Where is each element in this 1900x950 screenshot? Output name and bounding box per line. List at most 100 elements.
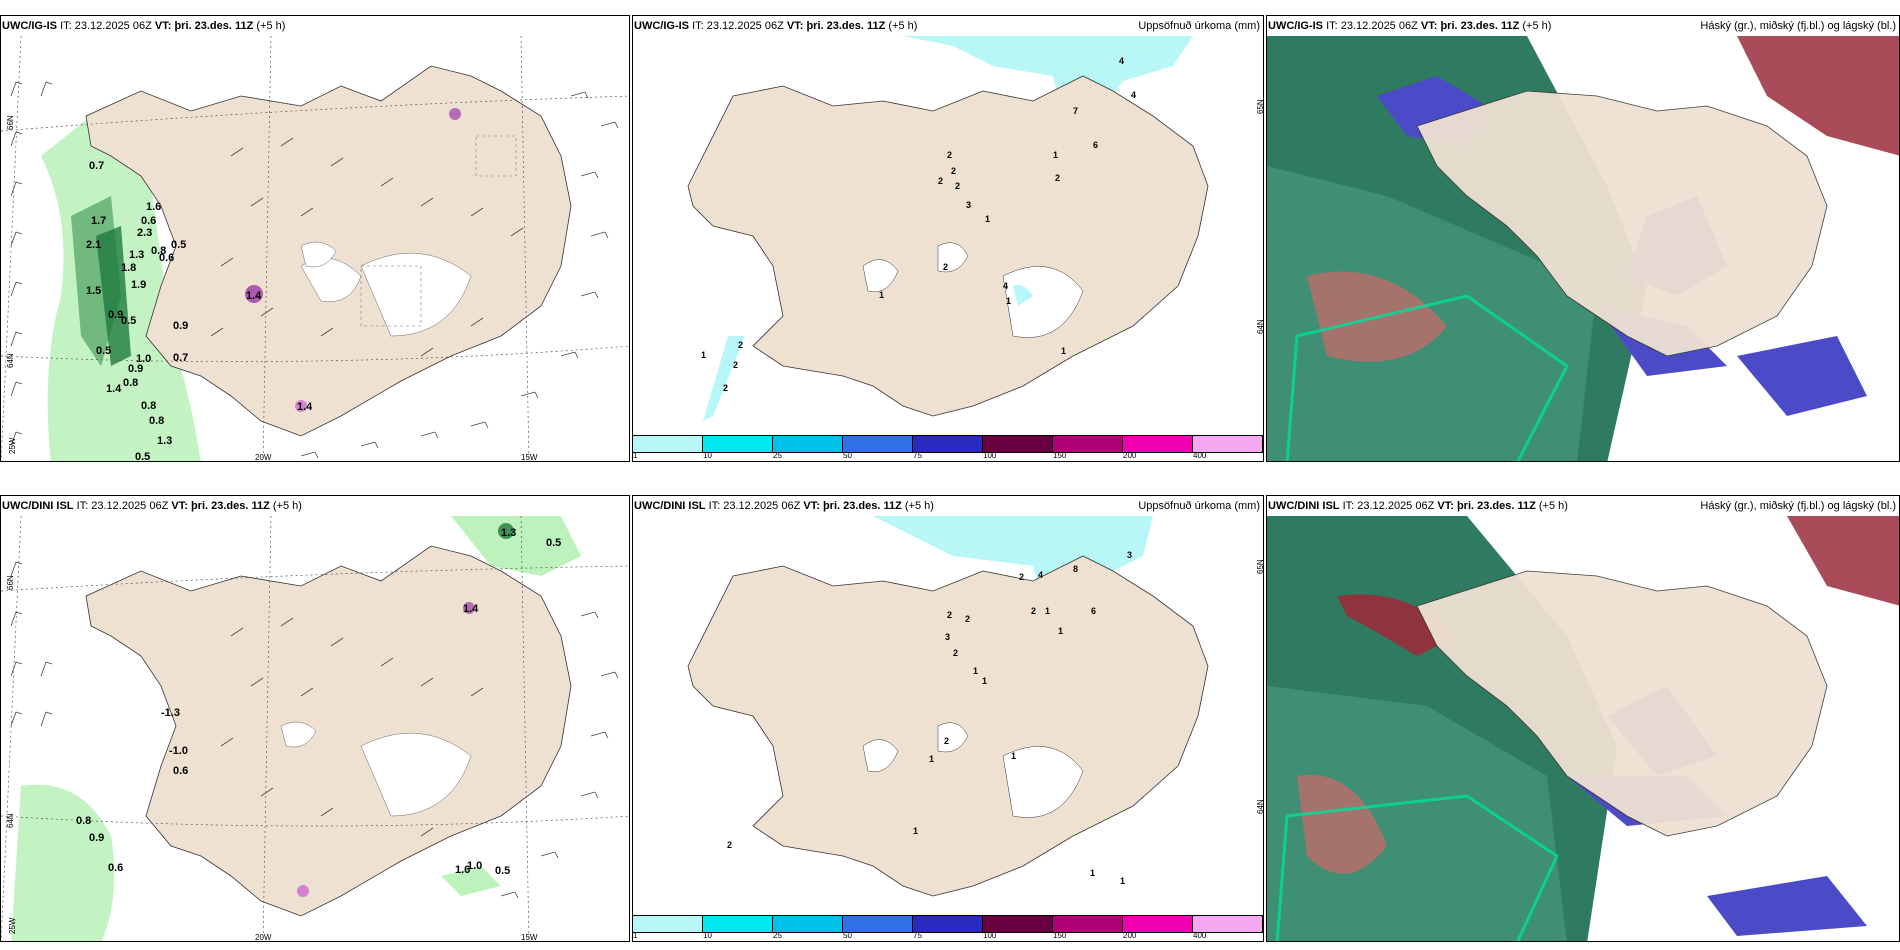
colorbar-cell [1123, 916, 1193, 932]
wind-label: 0.9 [128, 363, 143, 375]
lon-tick-25: 25W [8, 917, 17, 934]
cloud-panel-dini: UWC/DINI ISL IT: 23.12.2025 06Z VT: þri.… [1266, 495, 1900, 942]
precip-label: 1 [1006, 296, 1011, 306]
lead-time: (+5 h) [272, 500, 302, 512]
precip-label: 2 [965, 614, 970, 624]
wind-label: 0.8 [141, 400, 156, 412]
colorbar-label: 100 [983, 931, 997, 940]
lon-tick-20: 20W [255, 453, 272, 462]
lead-time: (+5 h) [256, 20, 286, 32]
lon-tick-25: 25W [8, 437, 17, 454]
wind-label: 1.9 [131, 279, 146, 291]
precip-label: 2 [953, 648, 958, 658]
vt-value: þri. 23.des. 11Z [174, 20, 254, 32]
wind-label: 0.6 [108, 862, 123, 874]
precip-label: 2 [943, 262, 948, 272]
lat-tick-64: 64N [6, 813, 15, 828]
precip-label: 6 [1093, 140, 1098, 150]
colorbar-cell [913, 436, 983, 452]
vt-label: VT: [1420, 20, 1438, 32]
precip-label: 1 [982, 676, 987, 686]
wind-label: 0.6 [173, 765, 188, 777]
wind-label: 0.6 [141, 215, 156, 227]
wind-label: 0.6 [159, 252, 174, 264]
wind-panel-dini: UWC/DINI ISL IT: 23.12.2025 06Z VT: þri.… [0, 495, 630, 942]
wind-label: 2.3 [137, 227, 152, 239]
wind-label: 1.6 [146, 201, 161, 213]
precip-label: 7 [1073, 106, 1078, 116]
panel-header: UWC/IG-IS IT: 23.12.2025 06Z VT: þri. 23… [1267, 16, 1899, 36]
precip-label: 1 [1120, 876, 1125, 886]
colorbar-cell [983, 436, 1053, 452]
colorbar-cell [773, 916, 843, 932]
wind-label: 1.3 [129, 249, 144, 261]
wind-label: 1.4 [297, 401, 313, 413]
colorbar-labels: 1 10 25 50 75 100 150 200 400 [633, 451, 1263, 461]
lat-tick-65: 65N [1256, 99, 1264, 114]
lead-time: (+5 h) [1522, 20, 1552, 32]
panel-header: UWC/IG-IS IT: 23.12.2025 06Z VT: þri. 23… [1, 16, 629, 36]
colorbar-label: 200 [1123, 931, 1137, 940]
model-name: UWC/IG-IS [1268, 20, 1323, 32]
lead-time: (+5 h) [888, 20, 918, 32]
precip-colorbar: 1 10 25 50 75 100 150 200 400 [633, 433, 1263, 461]
vt-value: þri. 23.des. 11Z [822, 500, 902, 512]
precip-label: 4 [1038, 570, 1043, 580]
wind-label: 0.5 [121, 315, 136, 327]
precip-label: 2 [727, 840, 732, 850]
colorbar-cell [843, 916, 913, 932]
precip-label: 1 [879, 290, 884, 300]
it-label: IT: [76, 500, 89, 512]
precip-map: 65N 64N 3 4 2 8 2 6 1 1 2 2 3 2 1 1 2 1 … [633, 516, 1264, 916]
wind-label: 0.9 [89, 832, 104, 844]
lon-tick-15: 15W [521, 453, 538, 462]
it-value: 23.12.2025 06Z [1340, 20, 1418, 32]
colorbar-label: 150 [1053, 451, 1067, 460]
precip-label: 1 [1061, 346, 1066, 356]
colorbar-label: 25 [773, 451, 782, 460]
precip-label: 3 [966, 200, 971, 210]
panel-header: UWC/DINI ISL IT: 23.12.2025 06Z VT: þri.… [1267, 496, 1899, 516]
precip-label: 4 [1131, 90, 1136, 100]
lat-tick-66: 66N [6, 575, 15, 590]
colorbar-cell [703, 916, 773, 932]
lat-tick-65: 65N [1256, 559, 1264, 574]
colorbar-cell [773, 436, 843, 452]
vt-label: VT: [154, 20, 172, 32]
precip-label: 3 [945, 632, 950, 642]
it-label: IT: [1326, 20, 1338, 32]
precip-label: 1 [1045, 606, 1050, 616]
vt-value: þri. 23.des. 11Z [1456, 500, 1536, 512]
colorbar-cell [633, 916, 703, 932]
model-name: UWC/IG-IS [2, 20, 57, 32]
model-name: UWC/DINI ISL [2, 500, 74, 512]
colorbar-label: 400 [1193, 451, 1207, 460]
precip-label: 6 [1091, 606, 1096, 616]
it-value: 23.12.2025 06Z [723, 500, 801, 512]
precip-label: 2 [955, 181, 960, 191]
precip-label: 4 [1119, 56, 1124, 66]
wind-label: 1.6 [455, 864, 470, 876]
colorbar-label: 400 [1193, 931, 1207, 940]
wind-label: 1.3 [501, 527, 516, 539]
it-value: 23.12.2025 06Z [74, 20, 152, 32]
precip-label: 3 [1127, 550, 1132, 560]
wind-label: 0.5 [495, 865, 510, 877]
colorbar-cell [1053, 436, 1123, 452]
panel-header: UWC/DINI ISL IT: 23.12.2025 06Z VT: þri.… [1, 496, 629, 516]
wind-label: 2.1 [86, 239, 101, 251]
colorbar-labels: 1 10 25 50 75 100 150 200 400 [633, 931, 1263, 941]
panel-title: Háský (gr.), miðský (fj.bl.) og lágský (… [1700, 500, 1896, 512]
colorbar-cell [983, 916, 1053, 932]
wind-panel-igis: UWC/IG-IS IT: 23.12.2025 06Z VT: þri. 23… [0, 15, 630, 462]
wind-label: 1.8 [121, 262, 136, 274]
colorbar-label: 10 [703, 931, 712, 940]
precip-label: 1 [913, 826, 918, 836]
precip-label: 2 [947, 610, 952, 620]
precip-label: 1 [929, 754, 934, 764]
colorbar-label: 50 [843, 931, 852, 940]
vt-label: VT: [1437, 500, 1454, 512]
vt-value: þri. 23.des. 11Z [1440, 20, 1520, 32]
colorbar-label: 25 [773, 931, 782, 940]
panel-header: UWC/IG-IS IT: 23.12.2025 06Z VT: þri. 23… [633, 16, 1263, 36]
